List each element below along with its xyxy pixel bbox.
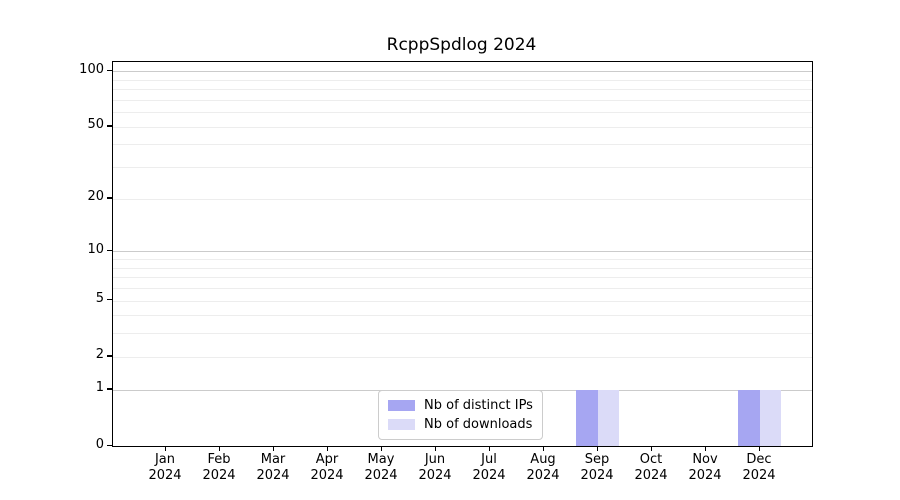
y-tick-label-10: 10 xyxy=(87,241,104,257)
y-tick-label-1: 1 xyxy=(95,380,104,396)
x-tick-mark xyxy=(218,446,220,451)
gridline-minor xyxy=(113,267,812,269)
x-tick-label-jun: Jun 2024 xyxy=(418,452,452,483)
bar-downloads-sep-2024 xyxy=(597,389,619,446)
y-tick-mark xyxy=(107,444,112,446)
y-tick-mark xyxy=(107,355,112,357)
bar-distinct-ips-sep-2024 xyxy=(575,389,598,446)
bar-downloads-dec-2024 xyxy=(759,389,781,446)
gridline-minor xyxy=(113,315,812,317)
legend-label-downloads: Nb of downloads xyxy=(424,417,533,432)
y-tick-mark xyxy=(107,69,112,72)
gridline-minor xyxy=(113,126,812,128)
gridline-minor xyxy=(113,112,812,114)
y-tick-mark xyxy=(107,249,112,252)
legend-label-distinct-ips: Nb of distinct IPs xyxy=(424,398,533,413)
x-tick-mark xyxy=(434,446,436,451)
y-tick-label-2: 2 xyxy=(95,347,104,363)
x-tick-mark xyxy=(488,446,490,451)
y-tick-mark xyxy=(107,197,112,199)
x-tick-mark xyxy=(542,446,544,451)
x-tick-label-dec: Dec 2024 xyxy=(742,452,776,483)
gridline-minor xyxy=(113,333,812,335)
y-tick-mark xyxy=(107,298,112,301)
x-tick-label-sep: Sep 2024 xyxy=(580,452,614,483)
y-tick-label-50: 50 xyxy=(87,117,104,133)
gridline-minor xyxy=(113,79,812,81)
gridline-minor xyxy=(113,356,812,358)
x-tick-mark xyxy=(380,446,382,451)
gridline-minor xyxy=(113,89,812,91)
legend-item-distinct-ips: Nb of distinct IPs xyxy=(388,398,533,413)
x-tick-label-oct: Oct 2024 xyxy=(634,452,668,483)
x-tick-label-feb: Feb 2024 xyxy=(202,452,236,483)
bars-layer xyxy=(113,62,812,446)
y-tick-label-0: 0 xyxy=(95,436,104,452)
gridline-minor xyxy=(113,288,812,289)
gridline-minor xyxy=(113,167,812,169)
x-tick-label-jul: Jul 2024 xyxy=(472,452,506,483)
legend-swatch-downloads xyxy=(388,419,415,430)
gridline-minor xyxy=(113,277,812,279)
y-tick-label-5: 5 xyxy=(95,290,104,306)
legend-swatch-distinct-ips xyxy=(388,400,415,411)
x-tick-mark xyxy=(272,446,274,451)
x-tick-label-aug: Aug 2024 xyxy=(526,452,560,483)
x-tick-label-may: May 2024 xyxy=(364,452,398,483)
chart-title: RcppSpdlog 2024 xyxy=(386,35,537,55)
gridline-major xyxy=(113,71,812,73)
gridline-minor xyxy=(113,300,812,302)
gridline-minor xyxy=(113,198,812,200)
x-tick-mark xyxy=(326,446,328,451)
legend: Nb of distinct IPs Nb of downloads xyxy=(378,390,543,440)
gridline-major xyxy=(113,251,812,253)
y-tick-label-100: 100 xyxy=(79,61,104,77)
y-tick-mark xyxy=(107,388,112,390)
x-tick-mark xyxy=(704,446,706,451)
x-tick-label-nov: Nov 2024 xyxy=(688,452,722,483)
gridline-minor xyxy=(113,259,812,260)
x-tick-mark xyxy=(596,446,598,451)
x-tick-mark xyxy=(650,446,652,451)
x-tick-label-mar: Mar 2024 xyxy=(256,452,290,483)
x-tick-label-jan: Jan 2024 xyxy=(148,452,182,483)
legend-item-downloads: Nb of downloads xyxy=(388,417,533,432)
gridline-minor xyxy=(113,99,812,101)
y-tick-mark xyxy=(107,125,112,127)
bar-distinct-ips-dec-2024 xyxy=(737,389,760,446)
x-tick-mark xyxy=(758,446,760,451)
x-tick-label-apr: Apr 2024 xyxy=(310,452,344,483)
plot-area: Nb of distinct IPs Nb of downloads xyxy=(112,61,813,447)
x-tick-mark xyxy=(164,446,166,451)
gridline-minor xyxy=(113,144,812,146)
y-tick-label-20: 20 xyxy=(87,189,104,205)
